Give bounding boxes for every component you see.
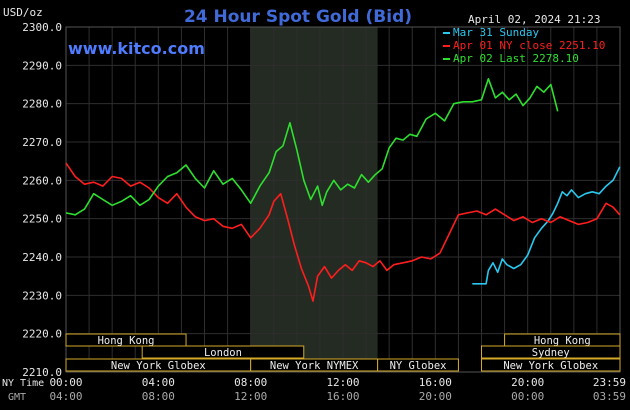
market-session-box bbox=[481, 345, 621, 359]
x-tick-label-gmt: 00:00 bbox=[511, 390, 544, 403]
market-session-4: New York NYMEX bbox=[250, 358, 379, 372]
x-tick-label-ny: 20:00 bbox=[511, 376, 544, 389]
market-session-label: New York NYMEX bbox=[270, 360, 359, 372]
y-tick-label: 2220.0 bbox=[22, 328, 62, 341]
x-tick-label-gmt: 03:59 bbox=[593, 390, 626, 403]
market-session-3: New York Globex bbox=[65, 358, 252, 372]
y-tick-label: 2210.0 bbox=[22, 366, 62, 379]
x-tick-label-ny: 16:00 bbox=[419, 376, 452, 389]
market-session-6: Hong Kong bbox=[504, 333, 621, 347]
x-axis-label-gmt: GMT bbox=[8, 392, 26, 403]
legend-label: Apr 02 Last 2278.10 bbox=[453, 52, 579, 65]
market-session-label: New York Globex bbox=[503, 360, 598, 372]
series-line-2 bbox=[65, 162, 621, 302]
series-line-1 bbox=[472, 166, 621, 285]
market-session-1: Hong Kong bbox=[65, 333, 187, 347]
x-tick-label-gmt: 04:00 bbox=[49, 390, 82, 403]
y-tick-label: 2250.0 bbox=[22, 213, 62, 226]
market-session-box bbox=[65, 333, 187, 347]
market-session-label: Hong Kong bbox=[98, 335, 155, 347]
session-highlight bbox=[250, 27, 378, 372]
y-tick-label: 2270.0 bbox=[22, 136, 62, 149]
legend-label: Apr 01 NY close 2251.10 bbox=[453, 39, 605, 52]
x-tick-label-gmt: 12:00 bbox=[234, 390, 267, 403]
x-tick-label-gmt: 16:00 bbox=[326, 390, 359, 403]
legend-entry-3: Apr 02 Last 2278.10 bbox=[443, 52, 579, 65]
market-session-box bbox=[141, 345, 305, 359]
market-session-box bbox=[377, 358, 459, 372]
y-tick-label: 2230.0 bbox=[22, 289, 62, 302]
x-tick-label-ny: 12:00 bbox=[326, 376, 359, 389]
y-tick-label: 2260.0 bbox=[22, 174, 62, 187]
market-session-2: London bbox=[141, 345, 305, 359]
x-tick-label-ny: 23:59 bbox=[593, 376, 626, 389]
market-session-8: New York Globex bbox=[481, 358, 621, 372]
y-tick-label: 2290.0 bbox=[22, 59, 62, 72]
x-axis-label-ny: NY Time bbox=[2, 378, 44, 389]
legend-label: Mar 31 Sunday bbox=[453, 26, 539, 39]
market-session-label: Sydney bbox=[532, 347, 570, 359]
x-tick-label-gmt: 08:00 bbox=[142, 390, 175, 403]
x-tick-label-ny: 00:00 bbox=[49, 376, 82, 389]
market-session-label: London bbox=[204, 347, 242, 359]
y-tick-label: 2240.0 bbox=[22, 251, 62, 264]
series-line-3 bbox=[65, 78, 559, 216]
market-session-box bbox=[481, 358, 621, 372]
y-tick-label: 2300.0 bbox=[22, 21, 62, 34]
x-tick-label-ny: 08:00 bbox=[234, 376, 267, 389]
x-tick-label-ny: 04:00 bbox=[142, 376, 175, 389]
x-tick-label-gmt: 20:00 bbox=[419, 390, 452, 403]
plot-frame bbox=[65, 26, 621, 373]
y-tick-label: 2280.0 bbox=[22, 98, 62, 111]
legend-entry-1: Mar 31 Sunday bbox=[443, 26, 539, 39]
market-session-7: Sydney bbox=[481, 345, 621, 359]
y-axis-unit: USD/oz bbox=[3, 6, 43, 19]
legend-entry-2: Apr 01 NY close 2251.10 bbox=[443, 39, 605, 52]
timestamp: April 02, 2024 21:23 bbox=[468, 13, 600, 26]
market-session-label: Hong Kong bbox=[534, 335, 591, 347]
chart-title: 24 Hour Spot Gold (Bid) bbox=[184, 7, 412, 27]
market-session-label: NY Globex bbox=[390, 360, 447, 372]
site-url[interactable]: www.kitco.com bbox=[68, 39, 205, 58]
market-session-5: NY Globex bbox=[377, 358, 459, 372]
market-session-label: New York Globex bbox=[111, 360, 206, 372]
